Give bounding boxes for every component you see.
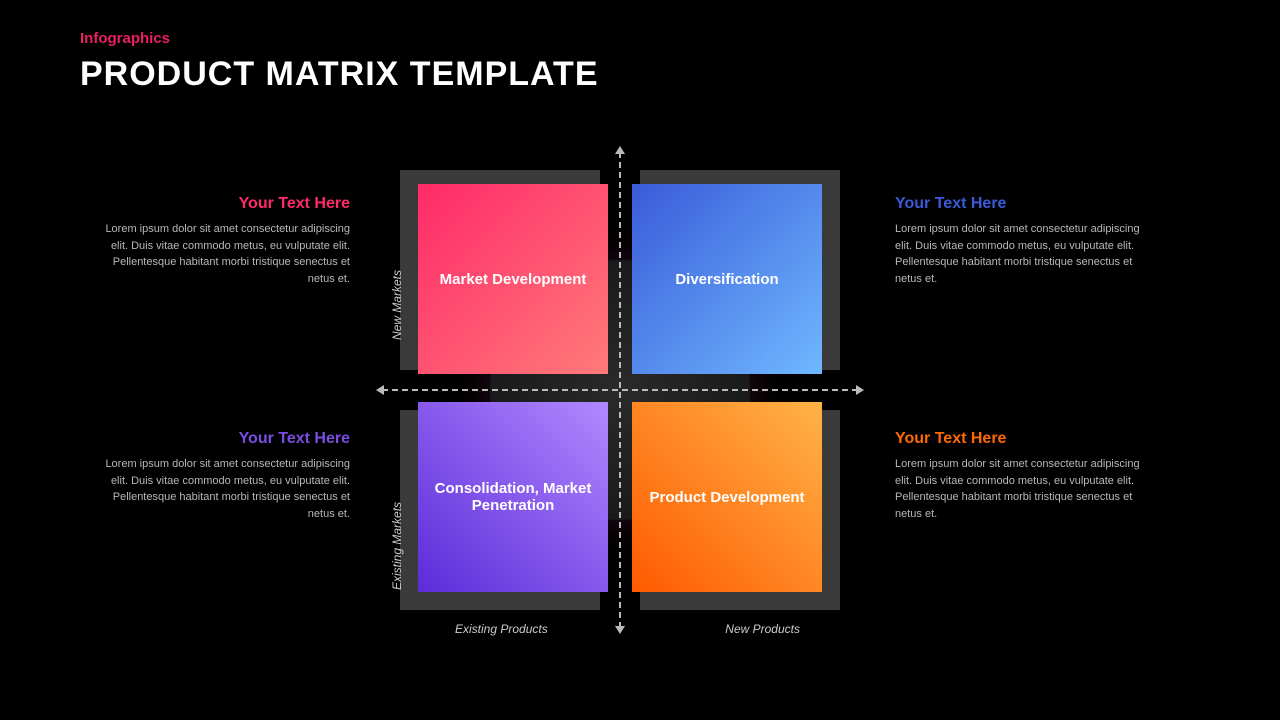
subtitle: Infographics xyxy=(80,30,599,47)
textblock-bottom-right: Your Text Here Lorem ipsum dolor sit ame… xyxy=(895,430,1155,522)
textblock-top-left: Your Text Here Lorem ipsum dolor sit ame… xyxy=(90,195,350,287)
textblock-heading: Your Text Here xyxy=(895,430,1155,448)
textblock-heading: Your Text Here xyxy=(90,195,350,213)
textblock-heading: Your Text Here xyxy=(895,195,1155,213)
textblock-bottom-left: Your Text Here Lorem ipsum dolor sit ame… xyxy=(90,430,350,522)
main-title: PRODUCT MATRIX TEMPLATE xyxy=(80,55,599,94)
arrow-left-icon xyxy=(376,385,384,395)
quadrant-product-development: Product Development xyxy=(632,402,822,592)
header: Infographics PRODUCT MATRIX TEMPLATE xyxy=(80,30,599,94)
horizontal-axis xyxy=(382,389,858,391)
textblock-heading: Your Text Here xyxy=(90,430,350,448)
quadrant-label: Consolidation, Market Penetration xyxy=(430,480,596,514)
y-axis-label-top: New Markets xyxy=(390,270,404,340)
y-axis-label-bottom: Existing Markets xyxy=(390,502,404,590)
x-axis-label-left: Existing Products xyxy=(455,622,548,636)
quadrant-label: Product Development xyxy=(649,489,804,506)
product-matrix: Market Development Diversification Conso… xyxy=(400,170,840,610)
quadrant-diversification: Diversification xyxy=(632,184,822,374)
arrow-right-icon xyxy=(856,385,864,395)
arrow-down-icon xyxy=(615,626,625,634)
quadrant-consolidation: Consolidation, Market Penetration xyxy=(418,402,608,592)
quadrant-label: Diversification xyxy=(675,271,778,288)
x-axis-label-right: New Products xyxy=(725,622,800,636)
quadrant-label: Market Development xyxy=(440,271,587,288)
arrow-up-icon xyxy=(615,146,625,154)
textblock-body: Lorem ipsum dolor sit amet consectetur a… xyxy=(90,221,350,287)
textblock-body: Lorem ipsum dolor sit amet consectetur a… xyxy=(895,456,1155,522)
textblock-body: Lorem ipsum dolor sit amet consectetur a… xyxy=(895,221,1155,287)
textblock-top-right: Your Text Here Lorem ipsum dolor sit ame… xyxy=(895,195,1155,287)
quadrant-market-development: Market Development xyxy=(418,184,608,374)
textblock-body: Lorem ipsum dolor sit amet consectetur a… xyxy=(90,456,350,522)
